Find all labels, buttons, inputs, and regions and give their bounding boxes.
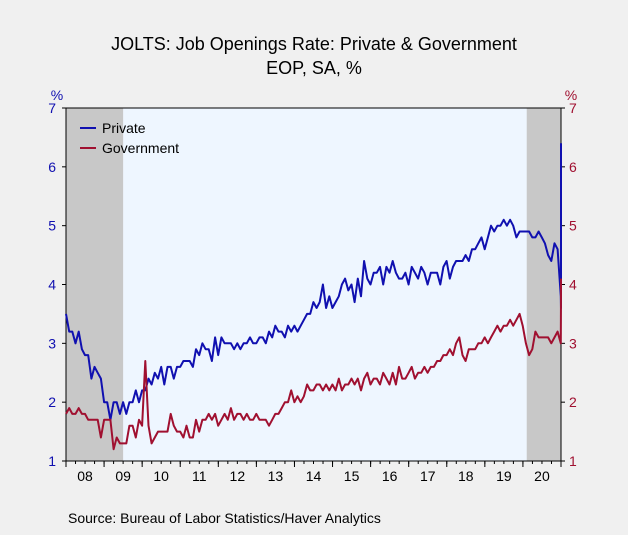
- x-tick-label: 15: [344, 468, 360, 484]
- right-y-tick-label: 7: [569, 100, 577, 116]
- x-tick-label: 20: [534, 468, 550, 484]
- series-line-government: [65, 278, 562, 451]
- left-y-tick-label: 3: [48, 335, 56, 351]
- source-text: Source: Bureau of Labor Statistics/Haver…: [68, 510, 381, 526]
- recession-band: [66, 108, 124, 461]
- plot-area: [66, 108, 561, 461]
- right-y-tick-label: 2: [569, 394, 577, 410]
- left-y-tick-label: 1: [48, 453, 56, 469]
- series-line-private: [65, 143, 562, 421]
- right-axis-unit: %: [565, 87, 577, 103]
- right-y-tick-label: 1: [569, 453, 577, 469]
- x-tick-label: 17: [420, 468, 436, 484]
- recession-band: [526, 108, 561, 461]
- legend-label: Government: [102, 140, 179, 156]
- left-y-tick-label: 4: [48, 277, 56, 293]
- x-tick-label: 10: [153, 468, 169, 484]
- legend-label: Private: [102, 120, 146, 136]
- chart-subtitle: EOP, SA, %: [266, 58, 362, 78]
- left-y-tick-label: 6: [48, 159, 56, 175]
- left-y-tick-label: 7: [48, 100, 56, 116]
- right-y-tick-label: 4: [569, 277, 577, 293]
- x-tick-label: 12: [230, 468, 246, 484]
- left-axis-unit: %: [51, 87, 63, 103]
- x-tick-label: 11: [192, 468, 207, 484]
- x-tick-label: 18: [458, 468, 474, 484]
- left-y-tick-label: 5: [48, 218, 56, 234]
- chart-title: JOLTS: Job Openings Rate: Private & Gove…: [111, 34, 517, 54]
- right-y-tick-label: 3: [569, 335, 577, 351]
- right-y-tick-label: 6: [569, 159, 577, 175]
- x-tick-label: 08: [77, 468, 93, 484]
- x-tick-label: 09: [115, 468, 131, 484]
- right-y-tick-label: 5: [569, 218, 577, 234]
- left-y-tick-label: 2: [48, 394, 56, 410]
- x-tick-label: 14: [306, 468, 322, 484]
- x-tick-label: 19: [496, 468, 512, 484]
- x-tick-label: 16: [382, 468, 398, 484]
- x-tick-label: 13: [268, 468, 284, 484]
